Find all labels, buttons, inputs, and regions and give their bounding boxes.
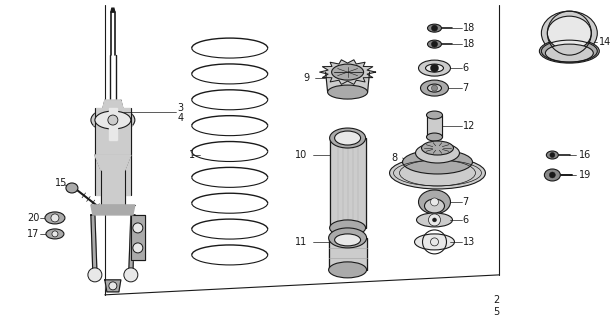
Circle shape [51,214,59,222]
Ellipse shape [427,40,441,48]
Circle shape [432,85,438,91]
Ellipse shape [403,150,473,174]
Ellipse shape [546,151,558,159]
Text: 3: 3 [178,103,184,113]
Ellipse shape [91,108,135,132]
Ellipse shape [427,84,441,92]
Ellipse shape [389,157,485,189]
Circle shape [430,198,438,206]
Circle shape [133,243,143,253]
Text: 7: 7 [462,83,469,93]
Text: 17: 17 [27,229,39,239]
Circle shape [88,268,102,282]
Text: 8: 8 [392,153,398,163]
Polygon shape [103,100,123,108]
Ellipse shape [425,199,444,213]
Text: 13: 13 [462,237,474,247]
Text: 2: 2 [493,295,500,305]
Text: 15: 15 [55,178,67,188]
Circle shape [550,153,555,157]
Ellipse shape [419,190,451,214]
Ellipse shape [422,141,454,155]
Polygon shape [109,108,117,140]
Text: 18: 18 [462,23,474,33]
Text: 14: 14 [600,37,612,47]
Text: 16: 16 [579,150,592,160]
Polygon shape [326,72,370,92]
Circle shape [430,64,438,72]
Ellipse shape [541,11,597,55]
Circle shape [549,172,555,178]
Ellipse shape [330,220,365,236]
Text: 19: 19 [579,170,592,180]
Text: 6: 6 [462,215,468,225]
Ellipse shape [66,183,78,193]
Text: 5: 5 [493,307,500,317]
Ellipse shape [414,234,454,250]
Circle shape [109,282,117,290]
Ellipse shape [427,111,443,119]
Ellipse shape [327,85,368,99]
Text: 6: 6 [462,63,468,73]
Ellipse shape [95,111,131,129]
Ellipse shape [46,229,64,239]
Polygon shape [329,238,367,270]
Polygon shape [91,205,135,215]
Text: 10: 10 [295,150,308,160]
Polygon shape [129,215,135,275]
Circle shape [52,231,58,237]
Ellipse shape [539,39,600,63]
Ellipse shape [416,143,460,163]
Polygon shape [427,115,443,137]
Text: 7: 7 [462,197,469,207]
Ellipse shape [45,212,65,224]
Ellipse shape [546,44,593,62]
Polygon shape [319,60,376,84]
Polygon shape [91,215,97,275]
Text: 20: 20 [27,213,39,223]
Text: 18: 18 [462,39,474,49]
Ellipse shape [416,213,452,227]
Ellipse shape [329,262,367,278]
Ellipse shape [427,24,441,32]
Ellipse shape [335,234,360,246]
Circle shape [124,268,138,282]
Ellipse shape [335,131,360,145]
Circle shape [433,218,436,222]
Polygon shape [95,108,131,195]
Ellipse shape [547,16,592,50]
Ellipse shape [544,169,560,181]
Text: 11: 11 [295,237,308,247]
Polygon shape [330,138,365,228]
Circle shape [432,25,438,31]
Circle shape [133,223,143,233]
Circle shape [432,41,438,47]
Circle shape [428,214,441,226]
Circle shape [108,115,118,125]
Ellipse shape [419,60,451,76]
Ellipse shape [421,80,449,96]
Text: 4: 4 [178,113,184,123]
Ellipse shape [330,128,365,148]
Text: 1: 1 [189,150,195,160]
Polygon shape [111,8,115,12]
Text: 12: 12 [462,121,475,131]
Polygon shape [95,155,131,170]
Polygon shape [131,215,145,260]
Ellipse shape [425,64,443,72]
Text: 9: 9 [303,73,310,83]
Polygon shape [105,280,121,292]
Ellipse shape [427,133,443,141]
Ellipse shape [329,228,367,248]
Ellipse shape [332,64,364,80]
Polygon shape [101,170,125,210]
